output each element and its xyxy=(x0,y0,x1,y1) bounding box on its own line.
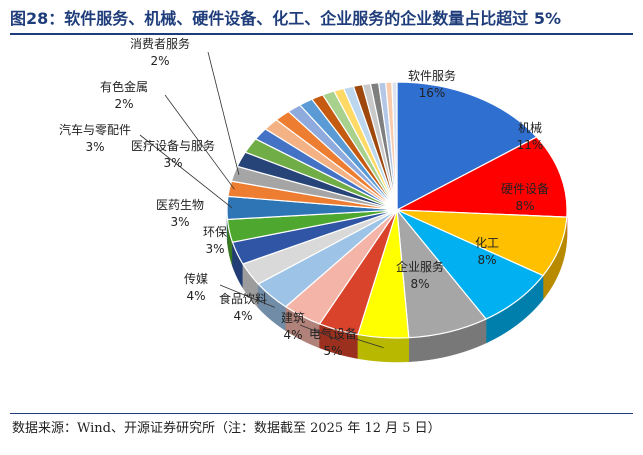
slice-label-4: 企业服务 xyxy=(396,259,444,274)
title-rule xyxy=(10,33,633,35)
slice-value-6: 4% xyxy=(283,328,302,342)
slice-value-10: 3% xyxy=(170,215,189,229)
slice-label-3: 化工 xyxy=(475,236,499,250)
pie-side-layer xyxy=(226,210,568,363)
slice-label-0: 软件服务 xyxy=(408,68,456,83)
leader-line-12 xyxy=(139,134,233,209)
slice-side-5 xyxy=(357,334,410,363)
slice-label-14: 消费者服务 xyxy=(130,36,190,51)
slice-31 xyxy=(391,81,398,211)
pie-top-layer xyxy=(226,81,568,339)
source-note: 数据来源：Wind、开源证券研究所（注：数据截至 2025 年 12 月 5 日… xyxy=(12,421,441,436)
slice-value-11: 3% xyxy=(163,156,182,170)
slice-label-6: 建筑 xyxy=(281,310,305,325)
slice-value-4: 8% xyxy=(410,277,429,291)
slice-value-12: 3% xyxy=(85,140,104,154)
slice-label-8: 传媒 xyxy=(184,271,208,286)
slice-label-5: 电气设备 xyxy=(309,326,357,341)
slice-label-9: 环保 xyxy=(203,225,227,239)
slice-label-12: 汽车与零配件 xyxy=(59,122,131,137)
slice-label-10: 医药生物 xyxy=(156,198,204,212)
slice-value-7: 4% xyxy=(233,309,252,323)
slice-value-5: 5% xyxy=(323,344,342,358)
leader-line-8 xyxy=(219,284,275,308)
slice-value-2: 8% xyxy=(515,199,534,213)
slice-value-9: 3% xyxy=(205,242,224,256)
slice-labels: 软件服务 16% 机械 11% 硬件设备 8% 化工 8% 企业服务 8% 电气设备 5% 建筑 4% 食品… xyxy=(59,36,549,358)
source-rule xyxy=(10,413,633,414)
leader-line-5 xyxy=(355,338,384,349)
slice-label-11: 医疗设备与服务 xyxy=(131,138,215,153)
slice-label-7: 食品饮料 xyxy=(219,291,267,306)
slice-value-3: 8% xyxy=(477,253,496,267)
slice-value-14: 2% xyxy=(150,54,169,68)
slice-1 xyxy=(394,136,568,218)
slice-value-1: 11% xyxy=(517,138,544,152)
leader-line-13 xyxy=(164,94,235,190)
slice-label-2: 硬件设备 xyxy=(501,182,549,196)
leader-lines xyxy=(139,51,384,349)
slice-value-8: 4% xyxy=(186,289,205,303)
leader-line-14 xyxy=(207,51,240,175)
slice-0 xyxy=(396,81,538,211)
slice-value-13: 2% xyxy=(114,97,133,111)
slice-value-0: 16% xyxy=(419,86,446,100)
slice-label-1: 机械 xyxy=(518,120,542,135)
chart-title: 图28：软件服务、机械、硬件设备、化工、企业服务的企业数量占比超过 5% xyxy=(10,9,562,28)
leader-line-6 xyxy=(299,324,341,341)
slice-label-13: 有色金属 xyxy=(100,79,148,94)
pie-chart: 软件服务 16% 机械 11% 硬件设备 8% 化工 8% 企业服务 8% 电气设备 5% 建筑 4% 食品… xyxy=(59,36,568,363)
